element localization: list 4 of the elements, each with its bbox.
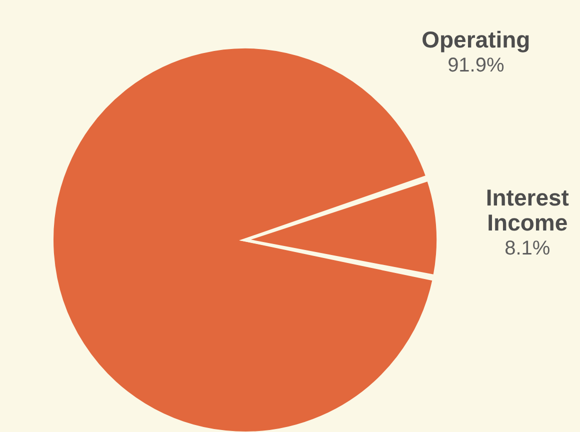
slice-label: Operating bbox=[422, 26, 530, 53]
data-label: 8.1% bbox=[504, 238, 550, 260]
data-label: 91.9% bbox=[448, 54, 504, 77]
slice-label: Interest Income bbox=[486, 184, 570, 236]
